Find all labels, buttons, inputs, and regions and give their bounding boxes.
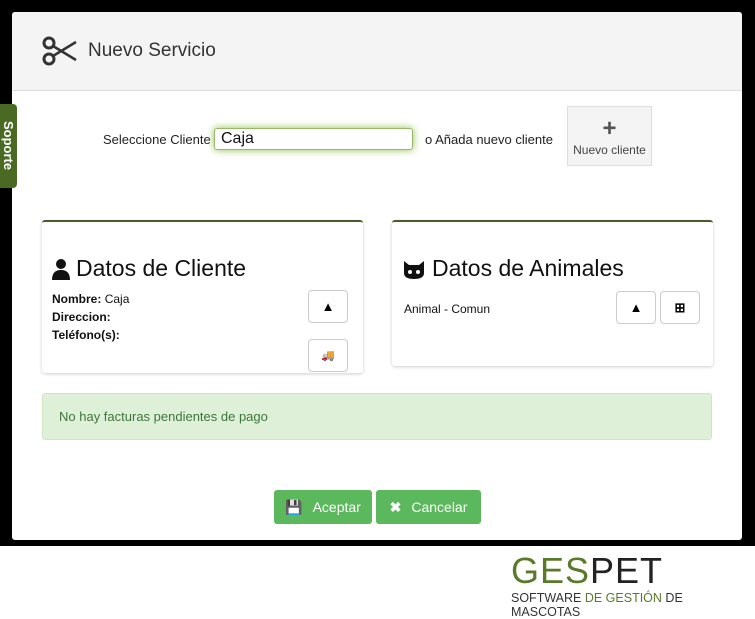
datos-animales-panel: Datos de Animales Animal - Comun ▲ ⊞ [392,220,713,366]
title-text: Datos de Cliente [76,255,247,281]
client-info: Nombre: Caja Direccion: Teléfono(s): [52,290,129,344]
tagline-a: SOFTWARE [511,591,585,605]
warning-icon: ▲ [629,300,643,315]
select-client-label: Seleccione Cliente [103,132,211,147]
title-text: Datos de Animales [432,255,624,281]
new-client-button[interactable]: + Nuevo cliente [567,106,652,166]
telefono-label: Teléfono(s): [52,328,120,342]
save-icon: 💾 [285,498,303,515]
direccion-label: Direccion: [52,310,111,324]
close-icon: ✖ [389,498,402,515]
datos-cliente-panel: Datos de Cliente Nombre: Caja Direccion:… [42,220,363,373]
medkit-icon: ⊞ [674,299,686,315]
modal-title: Nuevo Servicio [88,40,216,61]
logo-ges: GES [511,550,591,591]
animal-medical-button[interactable]: ⊞ [660,291,700,324]
client-input[interactable]: Caja [214,128,413,150]
gespet-logo: GESPET SOFTWARE DE GESTIÓN DE MASCOTAS [511,553,755,619]
datos-cliente-title: Datos de Cliente [52,255,246,282]
modal-header: Nuevo Servicio [12,12,742,91]
animal-warning-button[interactable]: ▲ [616,291,656,324]
accept-button[interactable]: 💾 Aceptar [274,490,372,524]
or-add-label: o Añada nuevo cliente [425,132,553,147]
nuevo-servicio-modal: Nuevo Servicio Seleccione Cliente Caja o… [12,12,742,540]
client-delivery-button[interactable]: 🚚 [308,339,348,372]
tagline-b: DE GESTIÓN [584,591,666,605]
datos-animales-title: Datos de Animales [402,255,624,282]
soporte-tab[interactable]: Soporte [0,104,17,188]
logo-pet: PET [590,550,664,591]
pending-invoices-alert: No hay facturas pendientes de pago [42,393,712,440]
tagline-c: DE MASCOTAS [511,591,683,619]
user-icon [52,258,70,280]
accept-label: Aceptar [312,499,361,515]
nombre-value: Caja [104,292,130,306]
cancel-button[interactable]: ✖ Cancelar [376,490,481,524]
nombre-label: Nombre: [52,292,102,306]
plus-icon: + [602,115,617,142]
client-warning-button[interactable]: ▲ [308,290,348,323]
new-client-label: Nuevo cliente [573,143,646,157]
warning-icon: ▲ [321,299,335,314]
animal-item: Animal - Comun [404,302,491,316]
cancel-label: Cancelar [411,499,468,515]
truck-icon: 🚚 [321,350,335,362]
cat-icon [404,260,424,279]
scissors-icon [42,36,77,66]
